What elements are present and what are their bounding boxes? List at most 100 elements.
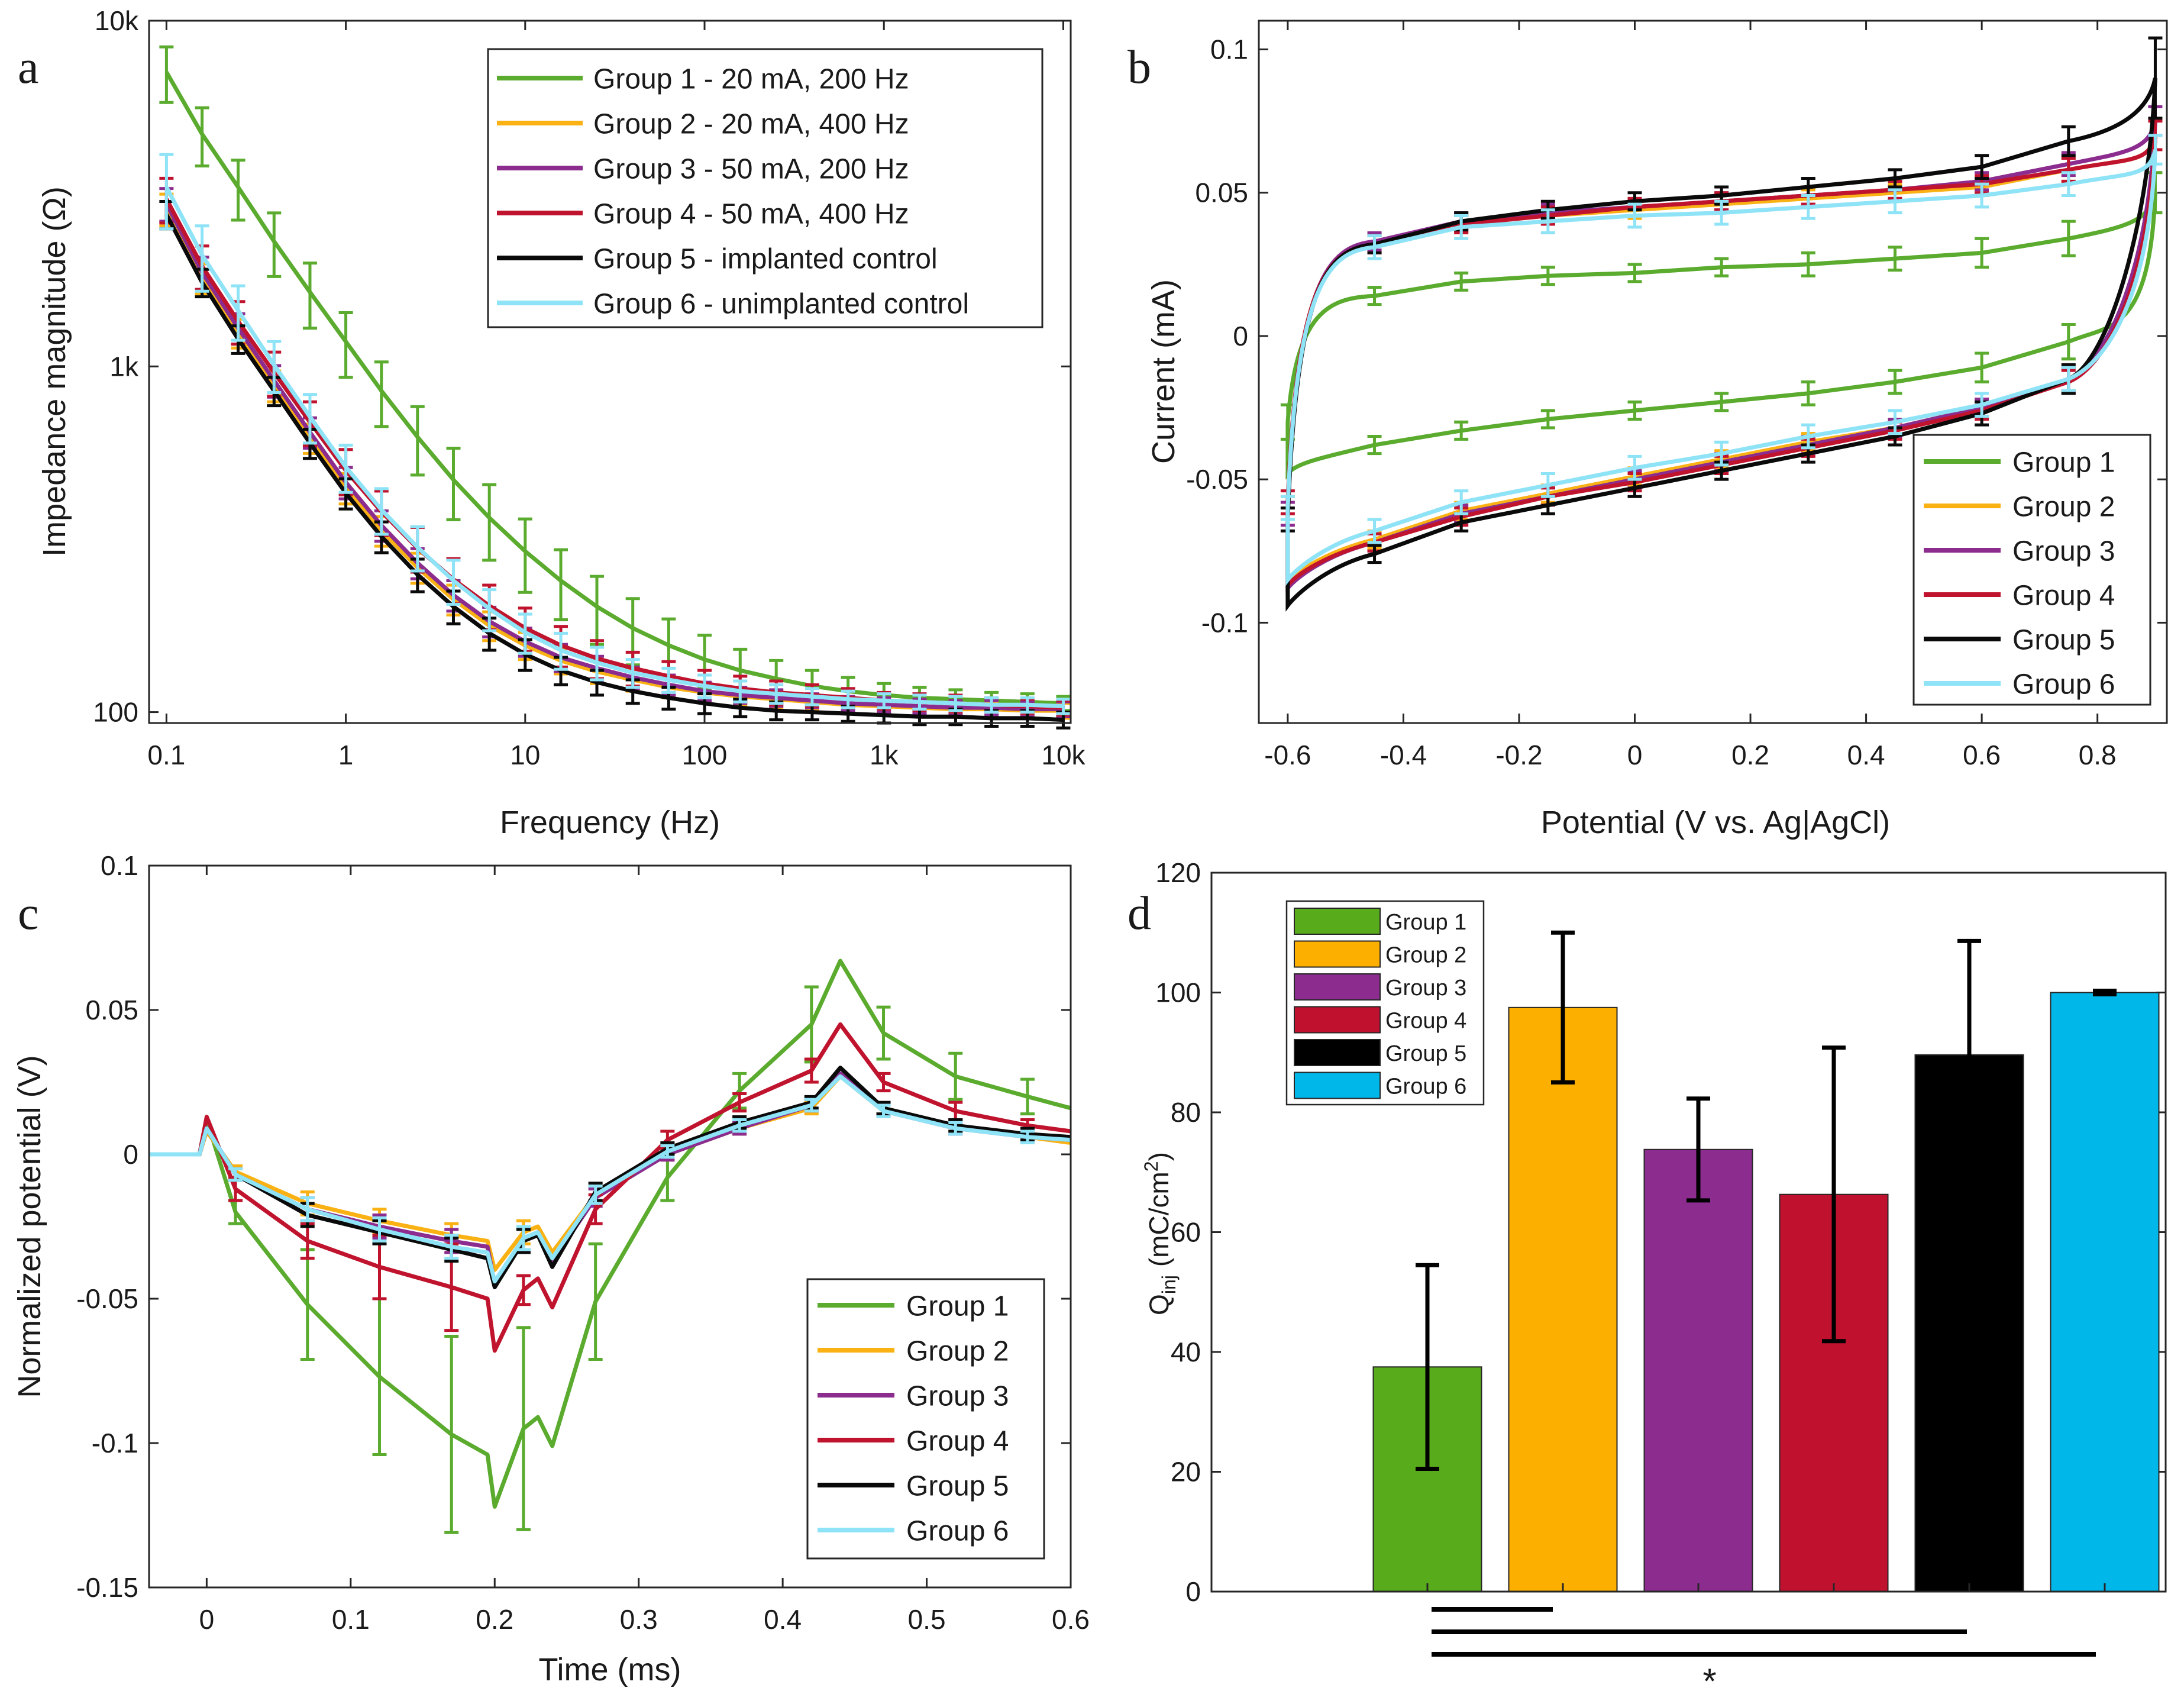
error-bar — [2148, 134, 2163, 166]
error-bar — [195, 106, 209, 168]
y-tick-label: 20 — [1171, 1457, 1201, 1487]
error-bar — [1801, 251, 1815, 277]
legend-label: Group 6 — [2012, 669, 2115, 700]
x-tick-label: 0.1 — [147, 740, 185, 770]
y-tick-label: -0.05 — [76, 1283, 138, 1314]
series-group-4 — [149, 1022, 1071, 1353]
y-tick-label: 0.05 — [85, 995, 138, 1025]
error-bar — [1020, 696, 1035, 714]
x-tick-label: 0 — [1627, 740, 1643, 770]
error-bar — [1540, 208, 1555, 235]
significance-star: * — [1702, 1661, 1716, 1701]
y-tick-label: 10k — [95, 5, 139, 36]
error-bar — [2061, 171, 2076, 198]
error-bar — [374, 360, 389, 428]
legend-label: Group 6 - unimplanted control — [593, 288, 969, 320]
panel-c-xlabel: Time (ms) — [539, 1652, 681, 1687]
legend-label: Group 2 — [2012, 491, 2115, 522]
error-bar — [1367, 286, 1382, 306]
error-bar — [1056, 698, 1071, 715]
series-group-6 — [159, 153, 1071, 715]
series-line-group-6 — [149, 1074, 1071, 1284]
x-tick-label: 0.3 — [620, 1604, 658, 1635]
x-tick-label: 0.5 — [908, 1604, 946, 1635]
legend-label: Group 2 — [906, 1335, 1009, 1367]
error-bar — [588, 1185, 603, 1205]
legend-label: Group 3 — [906, 1380, 1009, 1412]
y-tick-label: 0 — [1233, 321, 1248, 351]
y-tick-label: -0.1 — [1201, 607, 1248, 638]
panel-d-ylabel-units-sup: 2 — [1141, 1161, 1162, 1172]
error-bar — [159, 45, 174, 104]
panel-c-voltage-transient-chart: c 0 0.1 0.2 0.3 0.4 0.5 0.6 -0.15 -0.1 -0.05 0 0.05… — [12, 850, 1090, 1687]
bar-group-2 — [1508, 1006, 1618, 1592]
series-group-1 — [1280, 171, 2163, 480]
x-tick-label: -0.2 — [1495, 740, 1542, 770]
legend-label: Group 4 - 50 mA, 400 Hz — [593, 198, 909, 230]
error-bar — [372, 1216, 387, 1242]
panel-a-ylabel: Impedance magnitude (Ω) — [37, 186, 72, 557]
panel-d-legend: Group 1 Group 2 Group 3 Group 4 Group 5 Group… — [1285, 900, 1485, 1106]
error-bar — [804, 1098, 819, 1113]
legend-label: Group 2 — [1385, 943, 1466, 968]
legend-swatch — [1294, 1072, 1381, 1099]
error-bar — [446, 559, 461, 606]
panel-d-letter: d — [1127, 888, 1151, 940]
error-bar — [1540, 409, 1555, 430]
y-tick-label: 0.05 — [1195, 178, 1248, 208]
legend-label: Group 5 — [1385, 1041, 1466, 1066]
y-tick-label: 0 — [123, 1139, 138, 1170]
x-tick-label: 0.8 — [2079, 740, 2117, 770]
error-bar — [267, 340, 282, 395]
x-tick-label: 10k — [1041, 740, 1085, 770]
panel-a-letter: a — [18, 41, 39, 93]
error-bar — [1367, 234, 1382, 260]
error-bar — [516, 1274, 531, 1306]
error-bar — [1280, 495, 1295, 521]
error-bar — [2061, 125, 2076, 157]
panel-d-ylabel-units: (mC/cm — [1143, 1172, 1174, 1267]
legend-label: Group 1 — [2012, 447, 2115, 478]
bar-error-bar — [1822, 1045, 1846, 1344]
x-tick-label: 1k — [870, 740, 899, 770]
error-bar — [1975, 351, 1989, 383]
error-bar — [732, 1118, 747, 1133]
error-bar — [948, 1121, 963, 1136]
x-tick-label: 10 — [510, 740, 540, 770]
panel-b-legend: Group 1 Group 2 Group 3 Group 4 Group 5 Group… — [1912, 434, 2151, 706]
error-bar — [1888, 369, 1902, 395]
error-bar — [2061, 366, 2076, 392]
y-tick-label: 0.1 — [1210, 34, 1248, 64]
panel-c-legend: Group 1 Group 2 Group 3 Group 4 Group 5 Group… — [806, 1278, 1045, 1560]
panel-c-ylabel: Normalized potential (V) — [12, 1055, 47, 1398]
y-tick-label: 60 — [1171, 1217, 1201, 1248]
panel-b-ylabel: Current (mA) — [1146, 279, 1181, 464]
bar-error-bar — [1687, 1096, 1710, 1203]
bar-error-bar — [1957, 938, 1981, 1171]
error-bar — [2148, 36, 2163, 120]
error-bar — [912, 693, 927, 711]
error-bar — [518, 612, 532, 655]
error-bar — [697, 673, 712, 699]
panel-d-ylabel-units-close: ) — [1143, 1152, 1174, 1161]
error-bar — [516, 1225, 531, 1251]
series-group-6 — [1280, 134, 2163, 586]
legend-swatch — [1294, 1006, 1381, 1034]
error-bar — [877, 692, 891, 709]
panel-d-ylabel-main: Q — [1143, 1294, 1174, 1315]
series-line-group-3 — [164, 203, 1064, 712]
error-bar — [1454, 271, 1469, 292]
series-line-group-1 — [149, 958, 1071, 1509]
error-bar — [1975, 154, 1989, 180]
error-bar — [1888, 409, 1902, 435]
error-bar — [1801, 380, 1815, 406]
y-tick-label: 0.1 — [101, 850, 138, 881]
error-bar — [1714, 257, 1729, 277]
x-tick-label: -0.4 — [1380, 740, 1427, 770]
error-bar — [1801, 194, 1815, 220]
legend-label: Group 2 - 20 mA, 400 Hz — [593, 108, 909, 140]
error-bar — [1627, 454, 1642, 481]
error-bar — [267, 211, 282, 278]
error-bar — [231, 284, 245, 342]
